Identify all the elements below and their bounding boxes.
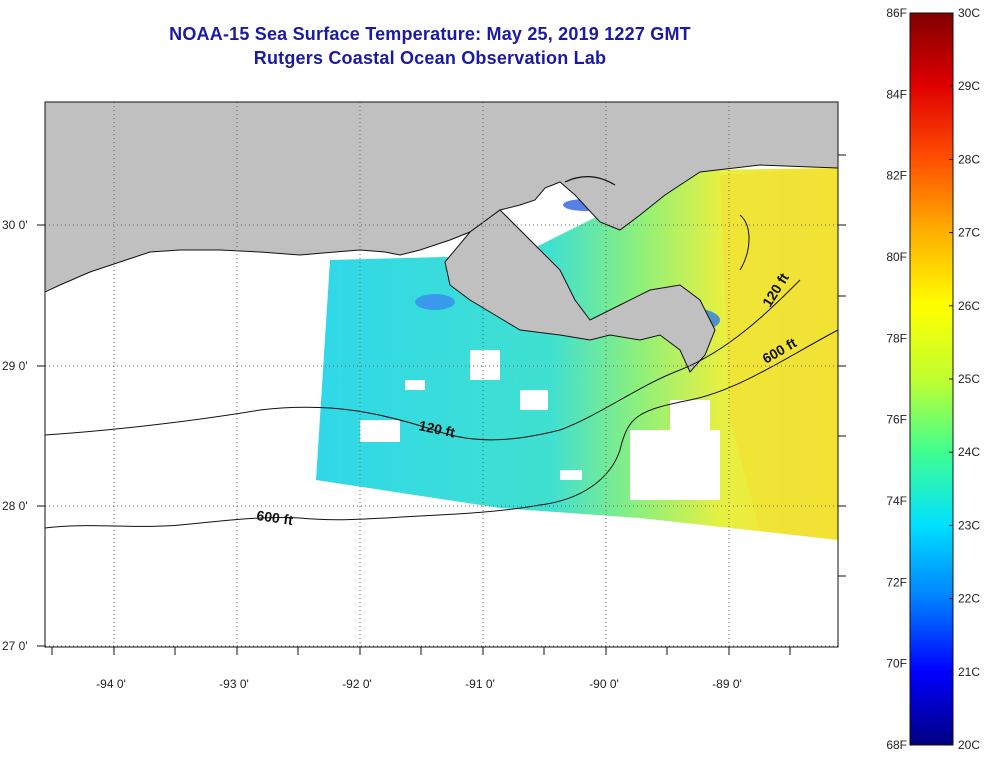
graticule — [45, 102, 838, 647]
colorbar-c-label: 29C — [958, 79, 980, 93]
colorbar-c-label: 27C — [958, 226, 980, 240]
contour-label-120ft: 120 ft — [417, 417, 456, 440]
contour-600ft-west — [45, 329, 838, 529]
warm-water-region — [720, 168, 838, 540]
lon-label-89: -89 0' — [712, 677, 742, 691]
colorbar-f-label: 76F — [886, 413, 907, 427]
cloud-gaps — [360, 350, 720, 500]
cool-plume-barataria — [415, 294, 455, 310]
colorbar-f-label: 86F — [886, 6, 907, 20]
lat-label-27: 27 0' — [2, 639, 28, 653]
lon-label-94: -94 0' — [96, 677, 126, 691]
colorbar-c-label: 25C — [958, 372, 980, 386]
lat-label-28: 28 0' — [2, 499, 28, 513]
colorbar-c-label: 20C — [958, 738, 980, 752]
colorbar-c-label: 22C — [958, 592, 980, 606]
colorbar-f-label: 70F — [886, 657, 907, 671]
lon-label-92: -92 0' — [342, 677, 372, 691]
map-subtitle: Rutgers Coastal Ocean Observation Lab — [253, 48, 607, 68]
colorbar-f-label: 82F — [886, 169, 907, 183]
lon-label-90: -90 0' — [589, 677, 619, 691]
land-mass — [45, 102, 838, 293]
colorbar: 86F 84F 82F 80F 78F 76F 74F 72F 70F 68F 30C 29C 28C… — [886, 6, 980, 752]
lat-label-30: 30 0' — [2, 218, 28, 232]
colorbar-c-label: 26C — [958, 299, 980, 313]
map-title: NOAA-15 Sea Surface Temperature: May 25,… — [169, 24, 691, 44]
colorbar-f-label: 72F — [886, 575, 907, 589]
contour-label-600ft: 600 ft — [256, 507, 295, 528]
colorbar-f-label: 78F — [886, 331, 907, 345]
map-border — [44, 101, 839, 648]
louisiana-delta-land — [444, 209, 716, 373]
lon-label-91: -91 0' — [465, 677, 495, 691]
colorbar-f-label: 80F — [886, 250, 907, 264]
colorbar-c-label: 30C — [958, 6, 980, 20]
colorbar-f-label: 74F — [886, 494, 907, 508]
colorbar-gradient — [909, 12, 954, 746]
colorbar-c-label: 24C — [958, 445, 980, 459]
colorbar-f-label: 84F — [886, 87, 907, 101]
colorbar-c-label: 23C — [958, 518, 980, 532]
lon-label-93: -93 0' — [219, 677, 249, 691]
axis-ticks — [37, 154, 846, 655]
contour-120ft-west — [45, 279, 801, 441]
barrier-island-mississippi — [564, 176, 616, 186]
colorbar-c-label: 28C — [958, 152, 980, 166]
contour-120ft-chandeleur — [739, 214, 750, 271]
colorbar-f-label: 68F — [886, 738, 907, 752]
lat-label-29: 29 0' — [2, 359, 28, 373]
colorbar-c-label: 21C — [958, 665, 980, 679]
